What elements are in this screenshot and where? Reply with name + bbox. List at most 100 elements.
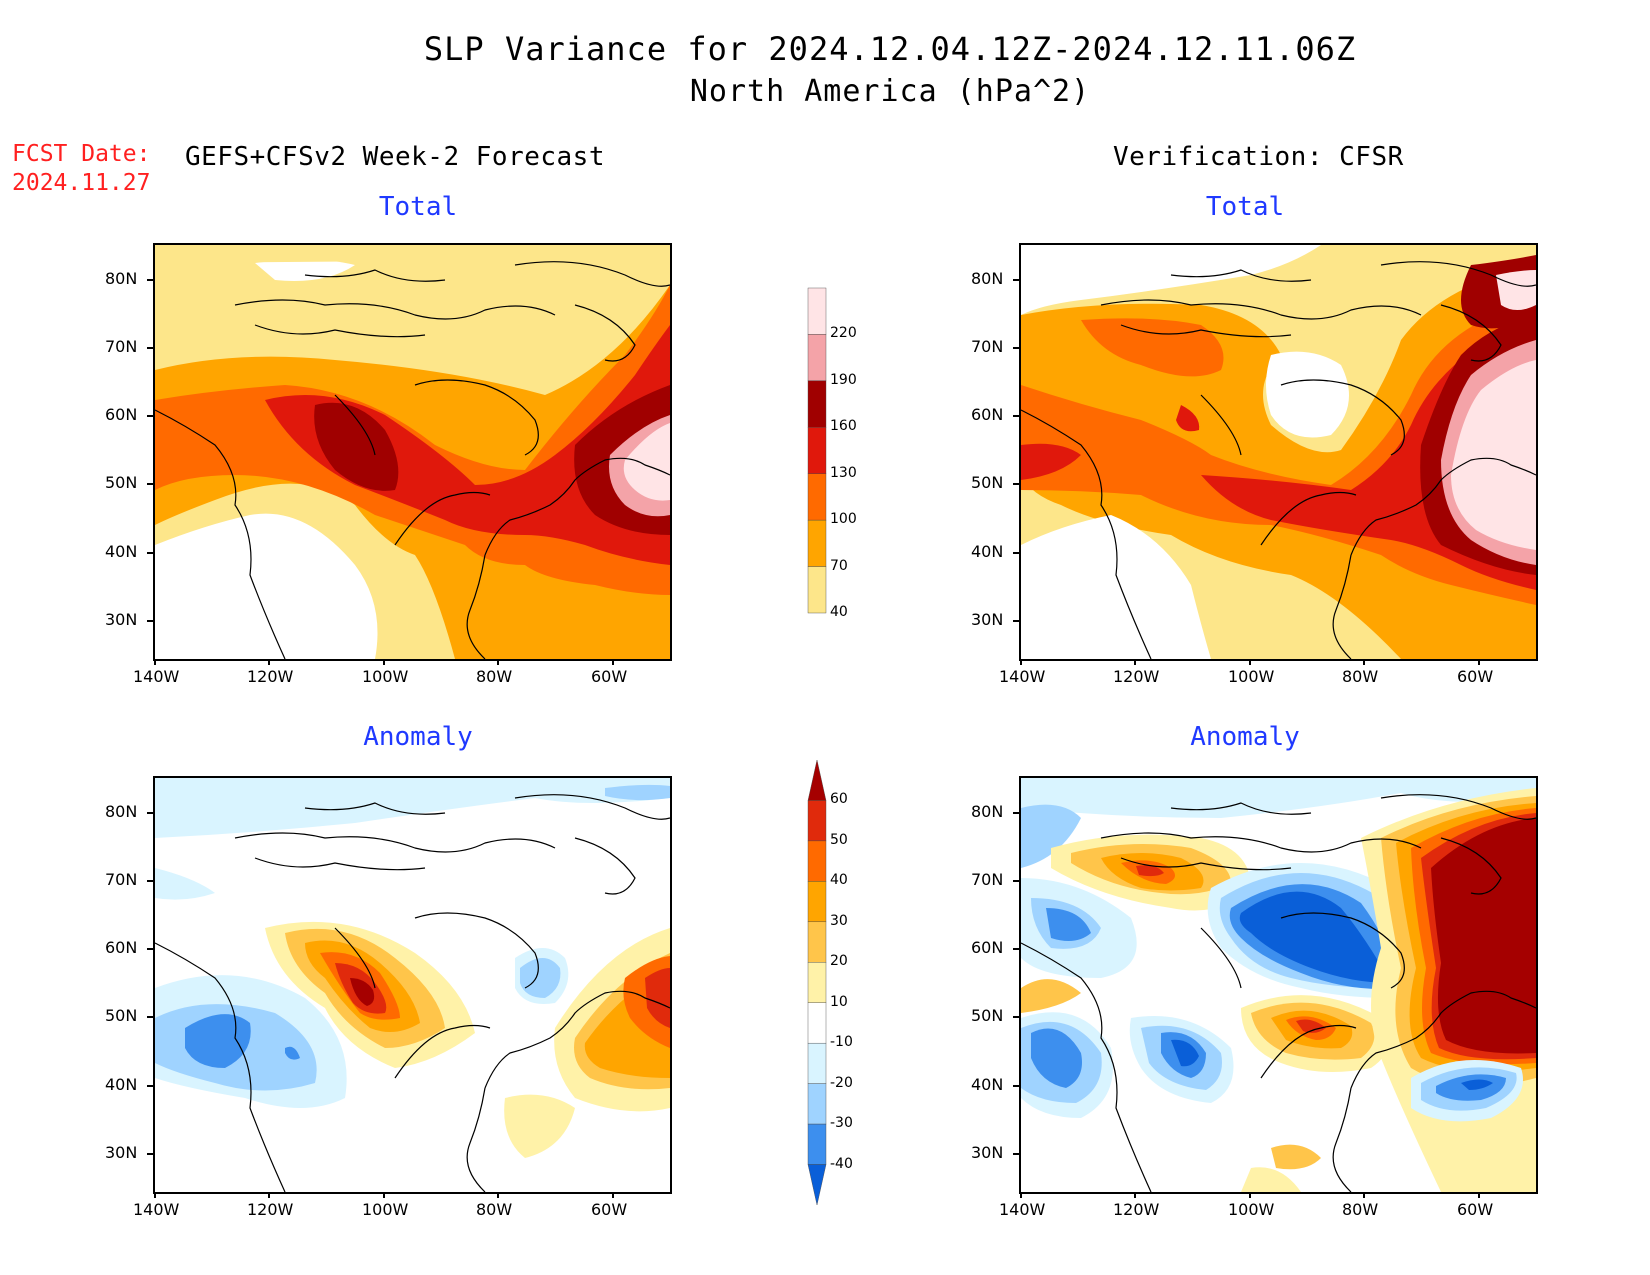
lat-label: 70N — [105, 870, 138, 889]
lat-tick — [1013, 1016, 1019, 1018]
lat-tick — [1013, 620, 1019, 622]
lon-label: 140W — [999, 1200, 1046, 1219]
colorbar-label: 20 — [830, 953, 848, 970]
lat-tick — [1013, 279, 1019, 281]
verification-total-subtitle: Total — [1205, 192, 1285, 222]
colorbar-label: 50 — [830, 831, 848, 848]
colorbar-swatch — [807, 759, 827, 801]
lat-tick — [1013, 1153, 1019, 1155]
colorbar-swatch — [807, 962, 827, 1003]
lon-label: 60W — [591, 667, 628, 686]
colorbar-swatch — [807, 287, 827, 335]
lon-tick — [1478, 659, 1480, 665]
colorbar-swatch — [807, 1042, 827, 1084]
lon-tick — [1249, 1192, 1251, 1198]
colorbar-label: 40 — [830, 604, 848, 620]
fcst-date-value: 2024.11.27 — [12, 170, 151, 196]
lon-tick — [154, 659, 156, 665]
colorbar-swatch — [807, 800, 827, 842]
lat-tick — [147, 1085, 153, 1087]
lat-tick — [1013, 483, 1019, 485]
lat-label: 30N — [105, 610, 138, 629]
forecast-anomaly-subtitle: Anomaly — [363, 722, 473, 752]
lon-label: 140W — [133, 1200, 180, 1219]
colorbar-swatch — [807, 380, 827, 428]
verification-header: Verification: CFSR — [1113, 142, 1404, 172]
lat-tick — [1013, 1085, 1019, 1087]
lat-tick — [1013, 948, 1019, 950]
lon-tick — [154, 1192, 156, 1198]
forecast-anomaly-map — [153, 776, 672, 1194]
colorbar-swatch — [807, 881, 827, 923]
lat-label: 80N — [971, 269, 1004, 288]
lat-tick — [147, 483, 153, 485]
verification-anomaly-subtitle: Anomaly — [1190, 722, 1300, 752]
lat-label: 30N — [971, 1143, 1004, 1162]
lat-label: 40N — [971, 1075, 1004, 1094]
colorbar-label: 190 — [830, 371, 857, 388]
colorbar-swatch — [807, 1083, 827, 1125]
lat-tick — [147, 1153, 153, 1155]
lon-tick — [383, 659, 385, 665]
lat-label: 80N — [105, 269, 138, 288]
colorbar-swatch — [807, 427, 827, 474]
lon-tick — [497, 1192, 499, 1198]
colorbar-label: 70 — [830, 557, 848, 574]
lat-tick — [1013, 347, 1019, 349]
lat-tick — [1013, 415, 1019, 417]
fcst-date-label: FCST Date: — [12, 141, 151, 167]
colorbar-swatch — [807, 1123, 827, 1165]
lon-label: 100W — [1228, 1200, 1275, 1219]
lon-tick — [268, 1192, 270, 1198]
lat-label: 60N — [971, 938, 1004, 957]
lat-label: 40N — [105, 542, 138, 561]
lat-label: 40N — [105, 1075, 138, 1094]
lat-tick — [147, 347, 153, 349]
lon-label: 60W — [1457, 667, 1494, 686]
colorbar-swatch — [807, 334, 827, 382]
lat-label: 70N — [105, 337, 138, 356]
lon-label: 60W — [591, 1200, 628, 1219]
colorbar-label: 60 — [830, 791, 848, 808]
fcst-date: FCST Date: 2024.11.27 — [12, 140, 150, 198]
colorbar-label: -30 — [830, 1115, 853, 1132]
lat-tick — [147, 620, 153, 622]
lat-tick — [147, 880, 153, 882]
lon-tick — [268, 659, 270, 665]
colorbar-label: -20 — [830, 1074, 853, 1091]
lon-tick — [1134, 659, 1136, 665]
anomaly-colorbar-svg — [807, 759, 827, 1206]
lon-label: 80W — [476, 1200, 513, 1219]
lon-tick — [1134, 1192, 1136, 1198]
lon-label: 120W — [1113, 1200, 1160, 1219]
lat-tick — [1013, 880, 1019, 882]
colorbar-label: 130 — [830, 464, 857, 481]
lat-tick — [147, 552, 153, 554]
colorbar-label: 100 — [830, 511, 857, 528]
colorbar-label: 160 — [830, 418, 857, 435]
lat-label: 70N — [971, 337, 1004, 356]
lon-tick — [612, 1192, 614, 1198]
lat-label: 50N — [971, 1006, 1004, 1025]
lon-label: 140W — [133, 667, 180, 686]
lat-label: 50N — [105, 473, 138, 492]
lat-tick — [147, 1016, 153, 1018]
total-colorbar-svg — [807, 287, 827, 614]
lat-label: 50N — [971, 473, 1004, 492]
lon-label: 100W — [362, 667, 409, 686]
lon-label: 120W — [247, 667, 294, 686]
colorbar-swatch — [807, 473, 827, 521]
lon-label: 80W — [1342, 667, 1379, 686]
lat-tick — [1013, 552, 1019, 554]
colorbar-label: -10 — [830, 1034, 853, 1051]
lon-tick — [1478, 1192, 1480, 1198]
lat-label: 40N — [971, 542, 1004, 561]
lon-label: 120W — [1113, 667, 1160, 686]
colorbar-swatch — [807, 519, 827, 567]
lon-tick — [1020, 1192, 1022, 1198]
colorbar-swatch — [807, 1002, 827, 1044]
lon-label: 80W — [476, 667, 513, 686]
lon-tick — [1020, 659, 1022, 665]
lon-label: 120W — [247, 1200, 294, 1219]
lat-tick — [147, 948, 153, 950]
